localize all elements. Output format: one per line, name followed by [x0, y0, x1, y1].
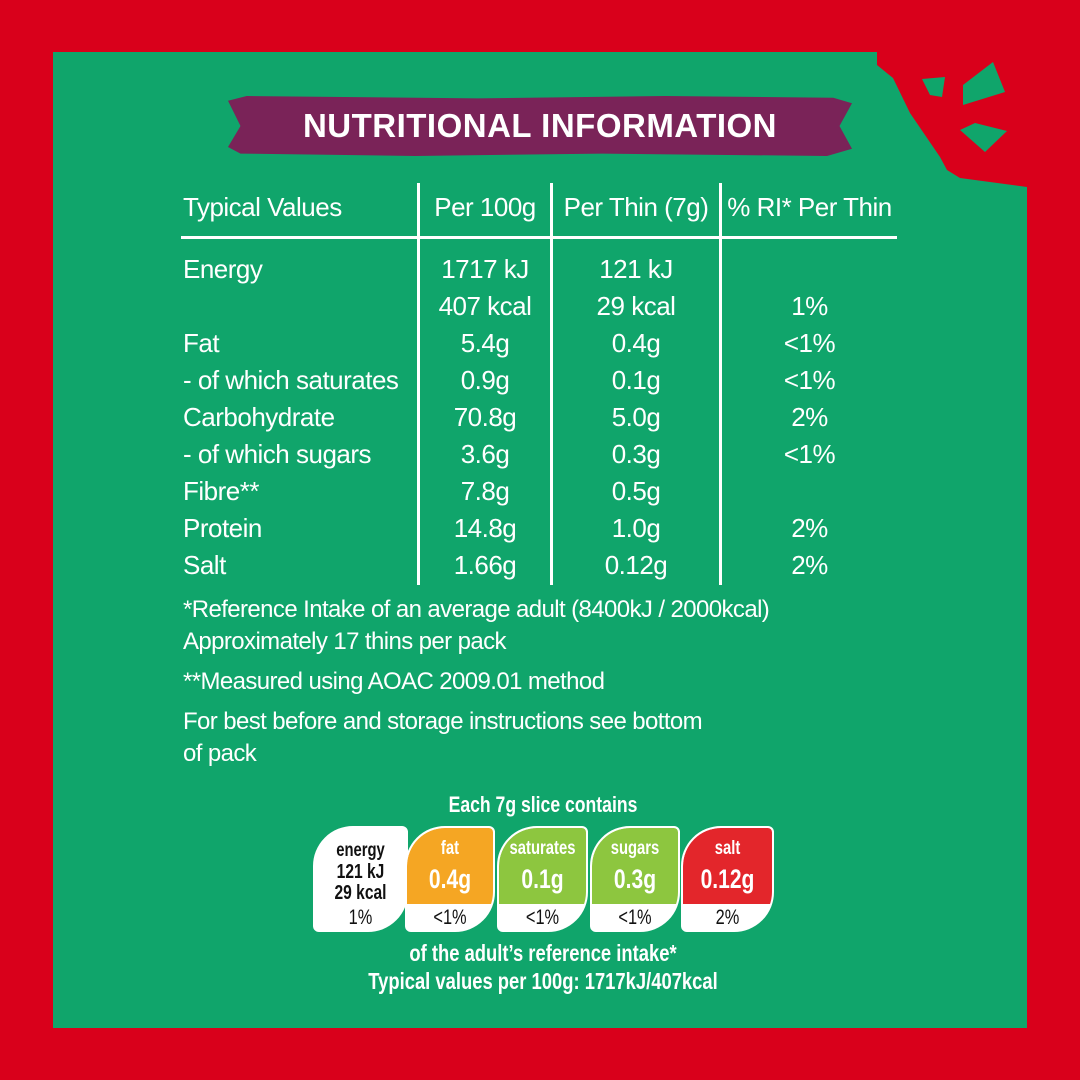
- table-cell: 2%: [791, 513, 828, 543]
- table-cell: 0.1g: [611, 365, 661, 395]
- traffic-heading: Each 7g slice contains: [448, 792, 638, 817]
- header-divider: [181, 236, 897, 239]
- level-indicator: [499, 828, 586, 904]
- footnote: of pack: [183, 740, 257, 767]
- table-cell: 2%: [791, 550, 828, 580]
- table-cell: 407 kcal: [438, 291, 532, 321]
- energy-pct: 1%: [348, 906, 373, 929]
- table-cell: Fat: [183, 328, 220, 358]
- footnote: *Reference Intake of an average adult (8…: [183, 596, 770, 623]
- table-cell: <1%: [783, 365, 836, 395]
- column-header: % RI* Per Thin: [727, 192, 892, 222]
- nutrient-label: salt: [714, 838, 741, 859]
- nutrient-label: fat: [440, 838, 460, 859]
- level-indicator: [407, 828, 493, 904]
- energy-kj: 121 kJ: [336, 861, 385, 883]
- table-cell: 0.3g: [611, 439, 661, 469]
- table-cell: <1%: [783, 439, 836, 469]
- column-header: Per Thin (7g): [563, 192, 709, 222]
- table-cell: 3.6g: [460, 439, 510, 469]
- table-cell: Protein: [183, 513, 262, 543]
- nutrient-value: 0.1g: [521, 864, 564, 894]
- column-divider: [719, 183, 722, 585]
- footnote: Approximately 17 thins per pack: [183, 628, 507, 655]
- column-header: Typical Values: [183, 192, 342, 222]
- table-cell: 121 kJ: [599, 254, 673, 284]
- fat-leaf: fat 0.4g <1%: [405, 826, 495, 932]
- traffic-footer: of the adult’s reference intake*: [409, 940, 677, 966]
- traffic-footer: Typical values per 100g: 1717kJ/407kcal: [368, 968, 718, 994]
- nutrient-value: 0.12g: [700, 864, 755, 894]
- footnote: For best before and storage instructions…: [183, 708, 703, 735]
- energy-kcal: 29 kcal: [334, 882, 387, 904]
- saturates-leaf: saturates 0.1g <1%: [497, 826, 588, 932]
- nutrient-label: sugars: [610, 838, 660, 859]
- nutrient-label: saturates: [509, 838, 576, 859]
- nutrient-pct: <1%: [525, 906, 560, 929]
- table-cell: 5.0g: [611, 402, 661, 432]
- table-cell: 0.9g: [460, 365, 510, 395]
- table-cell: Fibre**: [183, 476, 259, 506]
- nutrient-pct: 2%: [715, 906, 740, 929]
- table-cell: 0.12g: [604, 550, 668, 580]
- sugars-leaf: sugars 0.3g <1%: [590, 826, 680, 932]
- nutrient-value: 0.4g: [428, 864, 472, 894]
- salt-leaf: salt 0.12g 2%: [681, 826, 774, 932]
- table-cell: 2%: [791, 402, 828, 432]
- table-cell: 14.8g: [453, 513, 517, 543]
- table-cell: - of which saturates: [183, 365, 399, 395]
- table-cell: 1.66g: [453, 550, 517, 580]
- table-cell: 70.8g: [453, 402, 517, 432]
- nutrient-pct: <1%: [618, 906, 652, 929]
- decorative-shard: [922, 77, 945, 97]
- page-title: NUTRITIONAL INFORMATION: [302, 107, 778, 144]
- table-cell: Energy: [183, 254, 263, 284]
- energy-label: energy: [336, 840, 385, 861]
- table-cell: Salt: [183, 550, 226, 580]
- level-indicator: [683, 828, 772, 904]
- table-cell: Carbohydrate: [183, 402, 335, 432]
- table-cell: 5.4g: [460, 328, 510, 358]
- table-cell: 7.8g: [460, 476, 510, 506]
- decorative-shard: [963, 62, 1005, 105]
- table-cell: 0.5g: [611, 476, 661, 506]
- energy-leaf: energy 121 kJ 29 kcal 1%: [313, 826, 408, 932]
- table-cell: <1%: [783, 328, 836, 358]
- title-banner: [228, 96, 852, 156]
- decorative-shard: [960, 123, 1007, 152]
- column-divider: [417, 183, 420, 585]
- table-cell: 1.0g: [611, 513, 661, 543]
- nutrient-value: 0.3g: [613, 864, 657, 894]
- table-cell: - of which sugars: [183, 439, 372, 469]
- footnote: **Measured using AOAC 2009.01 method: [183, 668, 605, 695]
- table-cell: 1%: [791, 291, 828, 321]
- table-cell: 29 kcal: [596, 291, 676, 321]
- column-header: Per 100g: [434, 192, 536, 222]
- nutrient-pct: <1%: [433, 906, 467, 929]
- level-indicator: [592, 828, 678, 904]
- table-cell: 1717 kJ: [441, 254, 529, 284]
- table-cell: 0.4g: [611, 328, 661, 358]
- column-divider: [550, 183, 553, 585]
